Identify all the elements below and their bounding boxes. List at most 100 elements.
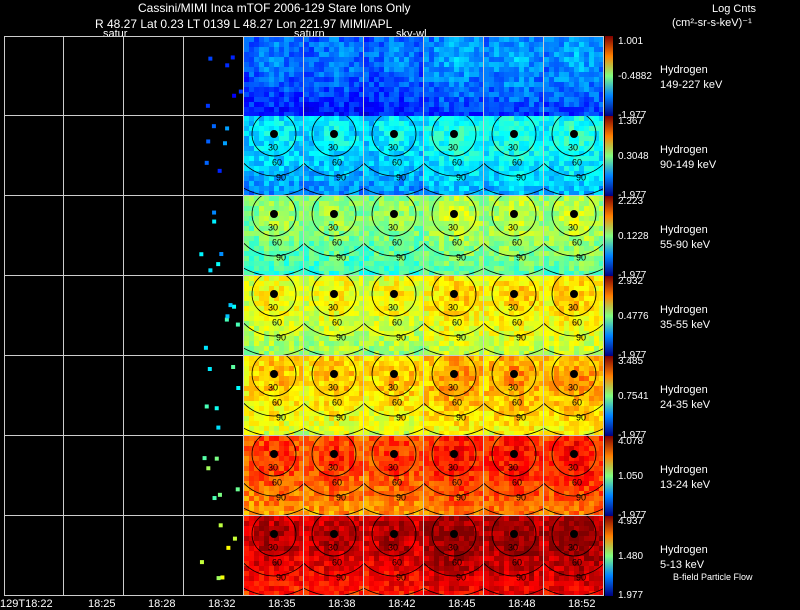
pixel-image: [364, 37, 423, 116]
contour-label: 30: [508, 463, 518, 473]
image-cell: [64, 356, 124, 436]
pixel-image: [124, 37, 183, 116]
colorbar: [605, 36, 613, 116]
contour-label: 30: [268, 143, 278, 153]
contour-label: 90: [336, 413, 346, 423]
contour-label: 30: [568, 463, 578, 473]
pixel-image: [124, 356, 183, 435]
species-label: Hydrogen: [660, 64, 708, 76]
contour-label: 30: [328, 543, 338, 553]
image-cell: [4, 436, 64, 516]
pixel-image: [424, 37, 483, 116]
pixel-image: [64, 436, 123, 515]
colorbar: [605, 356, 613, 436]
image-cell: [64, 36, 124, 116]
contour-label: 30: [388, 543, 398, 553]
saturn-marker: [270, 130, 278, 138]
pixel-image: 30 60 90: [244, 116, 303, 195]
image-cell: [484, 36, 544, 116]
pixel-image: [124, 276, 183, 355]
contour-label: 90: [516, 173, 526, 183]
contour-label: 30: [448, 143, 458, 153]
saturn-marker: [390, 130, 398, 138]
contour-label: 90: [276, 333, 286, 343]
contour-label: 60: [392, 238, 402, 248]
contour-label: 60: [272, 558, 282, 568]
saturn-marker: [450, 450, 458, 458]
image-cell: [184, 436, 244, 516]
saturn-marker: [390, 530, 398, 538]
image-cell: [124, 356, 184, 436]
pixel-image: [484, 37, 543, 116]
contour-label: 30: [268, 223, 278, 233]
contour-label: 30: [388, 223, 398, 233]
pixel-image: [5, 116, 64, 195]
pixel-image: [5, 356, 64, 435]
contour-label: 60: [572, 558, 582, 568]
colorbar-mid-label: -0.4882: [618, 71, 652, 82]
species-label: Hydrogen: [660, 464, 708, 476]
pixel-image: [5, 436, 64, 515]
contour-label: 60: [452, 238, 462, 248]
saturn-marker: [450, 130, 458, 138]
colorbar-title: Log Cnts: [712, 3, 756, 16]
bfield-footer: B-field Particle Flow: [673, 572, 753, 582]
pixel-image: [184, 436, 243, 515]
contour-label: 60: [272, 158, 282, 168]
colorbar-mid-label: 0.3048: [618, 151, 649, 162]
contour-label: 90: [336, 173, 346, 183]
image-cell: [184, 196, 244, 276]
colorbar: [605, 436, 613, 516]
contour-label: 60: [452, 318, 462, 328]
image-cell: [64, 116, 124, 196]
contour-label: 90: [456, 573, 466, 583]
species-label: Hydrogen: [660, 384, 708, 396]
contour-label: 60: [512, 478, 522, 488]
saturn-marker: [390, 450, 398, 458]
contour-label: 30: [508, 543, 518, 553]
energy-label: 90-149 keV: [660, 159, 716, 171]
contour-label: 30: [568, 543, 578, 553]
contour-label: 30: [388, 303, 398, 313]
contour-label: 60: [392, 558, 402, 568]
pixel-image: [5, 37, 64, 116]
contour-label: 90: [276, 173, 286, 183]
pixel-image: [124, 116, 183, 195]
time-tick-label: 18:48: [508, 598, 536, 610]
time-tick-label: 18:52: [568, 598, 596, 610]
contour-label: 90: [396, 493, 406, 503]
image-cell: [4, 276, 64, 356]
contour-label: 30: [568, 383, 578, 393]
contour-label: 60: [392, 158, 402, 168]
colorbar: [605, 196, 613, 276]
contour-label: 30: [328, 383, 338, 393]
contour-label: 90: [396, 573, 406, 583]
image-cell: [184, 516, 244, 596]
saturn-marker: [510, 530, 518, 538]
saturn-marker: [330, 130, 338, 138]
colorbar: [605, 276, 613, 356]
